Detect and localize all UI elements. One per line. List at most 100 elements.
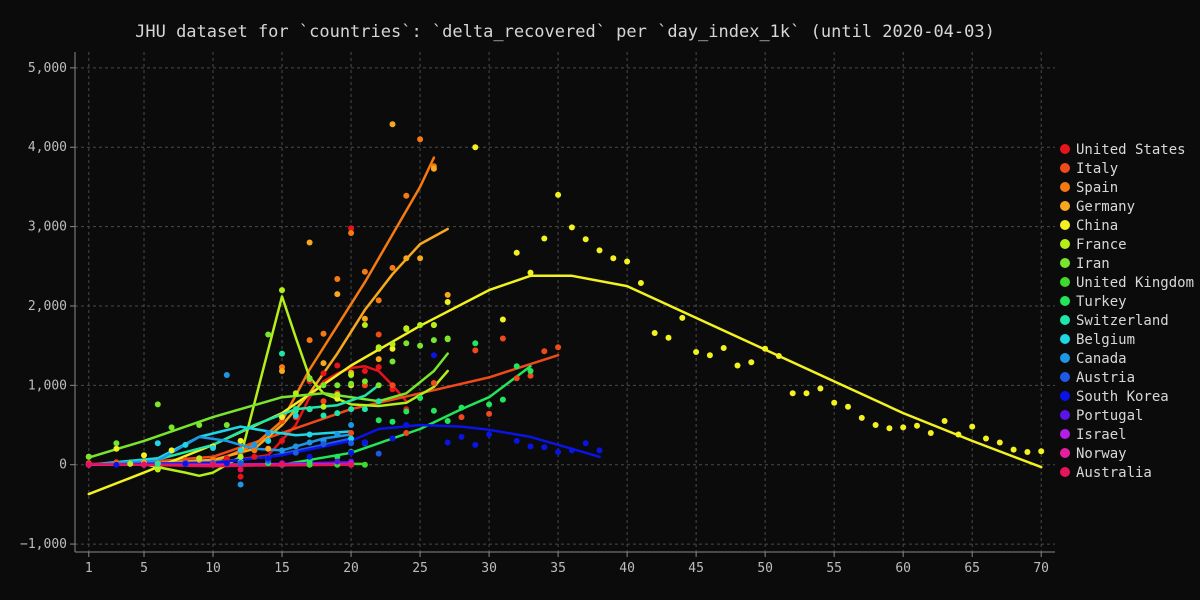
legend-label-israel: Israel [1076, 427, 1127, 443]
data-point-canada [251, 441, 258, 448]
data-point-australia [85, 461, 92, 468]
data-point-china [596, 247, 603, 254]
data-point-china [513, 249, 520, 256]
data-point-south-korea [361, 439, 368, 446]
y-tick-label: 4,000 [28, 140, 67, 155]
data-point-united-states [334, 362, 341, 369]
data-point-iran [430, 337, 437, 344]
data-point-italy [486, 410, 493, 417]
data-point-france [196, 455, 203, 462]
trend-line-canada [87, 433, 353, 466]
data-point-germany [403, 255, 410, 262]
data-point-italy [389, 382, 396, 389]
legend-marker-australia [1060, 467, 1070, 477]
data-point-canada [306, 439, 313, 446]
data-point-iran [361, 378, 368, 385]
data-point-south-korea [182, 460, 189, 467]
data-point-switzerland [348, 406, 355, 413]
data-point-united-states [251, 453, 258, 460]
legend-label-turkey: Turkey [1076, 294, 1127, 310]
data-point-spain [403, 192, 410, 199]
data-point-switzerland [306, 406, 313, 413]
legend-label-germany: Germany [1076, 199, 1135, 215]
data-point-france [320, 403, 327, 410]
data-point-china [1038, 448, 1045, 455]
data-point-austria [348, 440, 355, 447]
data-point-china [113, 445, 120, 452]
data-point-switzerland [279, 350, 285, 357]
data-point-china [983, 435, 989, 442]
data-point-united-states [279, 437, 285, 444]
data-point-china [762, 345, 769, 352]
legend-marker-china [1060, 220, 1070, 230]
data-point-france [430, 322, 437, 328]
legend-label-iran: Iran [1076, 256, 1110, 272]
data-point-belgium [265, 437, 272, 444]
legend-marker-canada [1060, 353, 1070, 363]
data-point-switzerland [320, 412, 327, 419]
data-point-south-korea [582, 440, 589, 447]
data-point-germany [389, 121, 396, 128]
data-point-iran [223, 422, 230, 428]
data-point-iran [417, 342, 424, 349]
data-point-china [651, 330, 658, 336]
data-point-austria [292, 449, 299, 456]
y-tick-label: 0 [59, 458, 67, 473]
x-tick-label: 10 [205, 561, 221, 576]
data-point-iran [320, 382, 327, 389]
data-point-south-korea [458, 433, 465, 440]
data-point-belgium [306, 431, 313, 438]
data-point-iran [334, 382, 341, 389]
data-point-china [969, 423, 976, 430]
data-point-china [858, 414, 865, 421]
data-point-iran [403, 340, 410, 347]
legend-marker-germany [1060, 201, 1070, 211]
data-point-china [706, 352, 713, 359]
legend-label-austria: Austria [1076, 370, 1135, 386]
data-point-germany [265, 445, 272, 452]
data-point-south-korea [403, 422, 410, 428]
data-point-germany [361, 315, 368, 322]
data-point-iran [85, 453, 92, 460]
data-point-germany [417, 255, 424, 262]
data-point-china [996, 439, 1003, 446]
legend-label-switzerland: Switzerland [1076, 313, 1169, 329]
data-point-china [141, 452, 147, 459]
data-point-south-korea [541, 444, 548, 451]
data-point-iran [348, 380, 355, 387]
data-point-south-korea [486, 431, 493, 438]
data-point-italy [499, 335, 506, 342]
data-point-united-states [223, 455, 230, 462]
data-point-france [292, 390, 299, 397]
data-point-switzerland [292, 406, 299, 413]
x-tick-label: 20 [343, 561, 359, 576]
data-point-iran [444, 336, 451, 343]
data-point-china [900, 424, 907, 431]
data-point-iran [306, 376, 313, 382]
data-point-china [941, 418, 948, 424]
x-tick-label: 1 [85, 561, 93, 576]
legend-marker-united-kingdom [1060, 277, 1070, 287]
data-point-spain [361, 268, 368, 275]
data-point-australia [237, 466, 244, 473]
data-point-france [127, 460, 134, 467]
data-point-canada [279, 447, 285, 454]
data-point-united-states [375, 364, 382, 371]
trend-lines [87, 156, 1043, 496]
data-point-spain [348, 230, 355, 236]
data-point-france [375, 344, 382, 351]
data-point-south-korea [113, 461, 120, 468]
data-point-austria [375, 450, 382, 457]
data-point-austria [320, 441, 327, 448]
x-tick-label: 70 [1033, 561, 1049, 576]
legend-label-france: France [1076, 237, 1127, 253]
data-point-turkey [444, 418, 451, 424]
legend-marker-france [1060, 239, 1070, 249]
data-point-germany [320, 360, 327, 367]
legend-label-australia: Australia [1076, 465, 1152, 481]
legend-label-belgium: Belgium [1076, 332, 1135, 348]
data-point-china [734, 362, 741, 369]
y-tick-label: 3,000 [28, 220, 67, 235]
trend-line-france [128, 295, 449, 478]
data-points [85, 121, 1045, 488]
